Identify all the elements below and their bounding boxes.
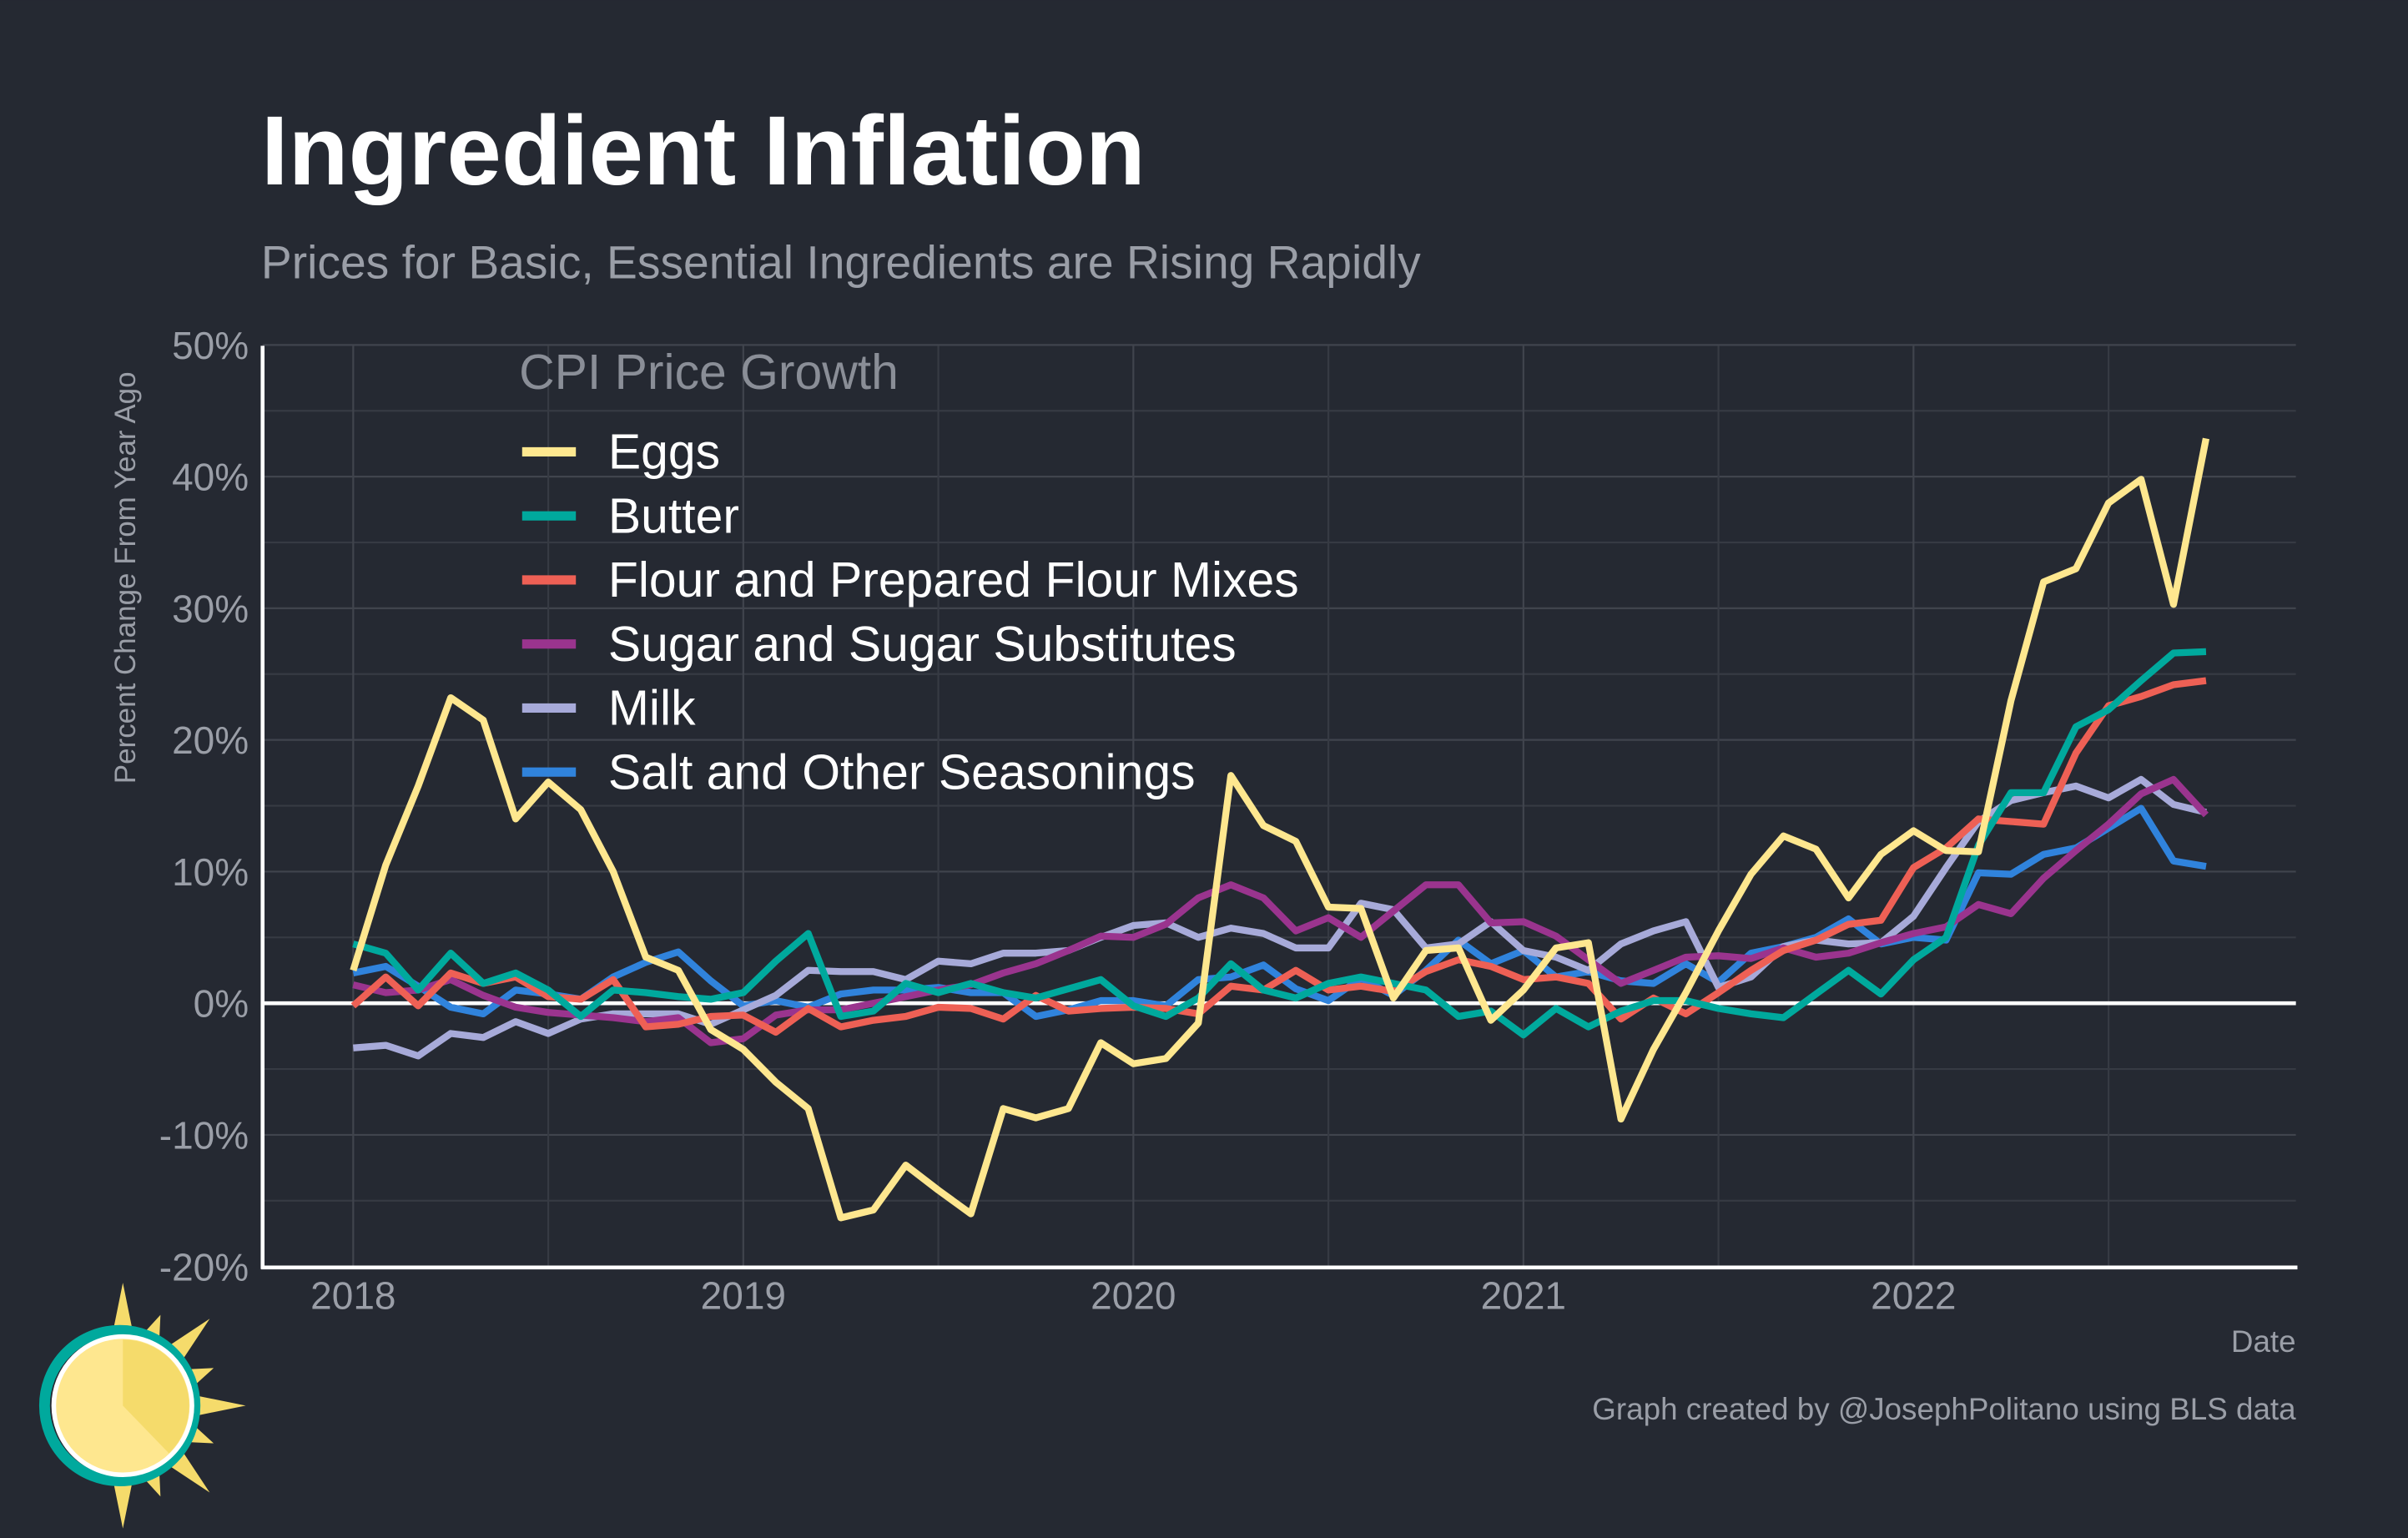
x-tick-label: 2020 [1091,1273,1176,1317]
legend-item: Milk [521,682,696,736]
x-tick-label: 2022 [1871,1273,1956,1317]
legend-item: Eggs [521,426,720,480]
y-tick-label: 10% [172,850,249,894]
y-tick-label: -20% [159,1245,249,1288]
y-tick-label: 20% [172,719,249,762]
sun-ray [111,1472,134,1529]
chart-title: Ingredient Inflation [261,95,1146,205]
y-tick-label: 30% [172,587,249,630]
legend-label: Flour and Prepared Flour Mixes [608,553,1299,608]
gridlines [262,344,2296,1268]
legend-label: Sugar and Sugar Substitutes [608,618,1237,672]
x-axis-label: Date [2231,1324,2296,1359]
series-line-sugar-and-sugar-substitutes [352,775,2209,1046]
sun-logo [38,1283,246,1529]
chart-subtitle: Prices for Basic, Essential Ingredients … [261,236,1421,288]
sun-ring-icon [38,1324,201,1487]
legend-label: Eggs [608,426,720,480]
series-line-flour-and-prepared-flour-mixes [350,677,2207,1036]
x-tick-labels: 2018 2019 2020 2021 2022 [310,1273,1956,1317]
caption: Graph created by @JosephPolitano using B… [1592,1392,2296,1426]
legend-label: Butter [608,489,739,543]
legend-label: Milk [608,682,696,736]
sun-ray [111,1283,134,1339]
x-tick-label: 2018 [310,1273,395,1317]
legend-item: Sugar and Sugar Substitutes [521,618,1237,672]
sun-ray [189,1394,246,1418]
y-tick-labels: -20% -10% 0% 10% 20% 30% 40% 50% [159,324,249,1288]
legend-label: Salt and Other Seasonings [608,745,1196,799]
x-tick-label: 2021 [1481,1273,1566,1317]
legend-item: Flour and Prepared Flour Mixes [521,553,1299,608]
series-line-eggs [350,437,2210,1222]
series-line-milk [352,775,2207,1060]
x-tick-label: 2019 [701,1273,786,1317]
y-tick-label: -10% [159,1114,249,1157]
series-line-butter [352,648,2207,1039]
legend: CPI Price Growth Eggs Butter Flour and Pre… [519,345,1299,799]
sun-shade-icon [123,1339,189,1454]
legend-item: Salt and Other Seasonings [521,745,1196,799]
y-tick-label: 40% [172,456,249,499]
legend-title: CPI Price Growth [519,345,899,400]
y-tick-label: 0% [194,982,249,1026]
y-axis-label: Percent Change From Year Ago [109,371,142,784]
legend-item: Butter [521,489,739,543]
y-tick-label: 50% [172,324,249,367]
series-lines [350,437,2210,1222]
